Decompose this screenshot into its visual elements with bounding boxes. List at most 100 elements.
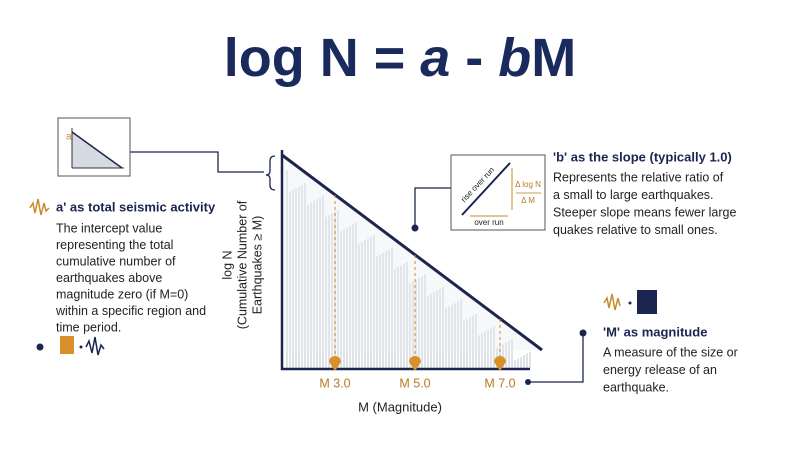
body-line: earthquakes above — [56, 271, 162, 285]
dot — [628, 301, 632, 305]
decor-bar — [493, 326, 495, 368]
decor-bar — [328, 215, 330, 368]
inset-text: Δ M — [521, 196, 535, 205]
decor-bar — [322, 195, 324, 368]
heading: 'b' as the slope (typically 1.0) — [553, 149, 732, 164]
decor-bar — [508, 340, 510, 368]
decor-bar — [370, 236, 372, 368]
decor-bar — [391, 247, 393, 368]
decor-bar — [460, 299, 462, 368]
decor-bar — [469, 317, 471, 368]
decor-bar — [457, 301, 459, 368]
decor-bar — [478, 335, 480, 368]
decor-bar — [526, 353, 528, 368]
body-line: within a specific region and — [55, 304, 206, 318]
y-label-line: (Cumulative Number of — [235, 200, 249, 329]
connector — [414, 187, 451, 228]
body-line: earthquake. — [603, 380, 669, 394]
decor-bar — [304, 183, 306, 368]
decor-bar — [379, 254, 381, 368]
inset-text: over run — [474, 218, 503, 227]
decor-bar — [298, 186, 300, 368]
decor-bar — [286, 170, 288, 368]
markers — [329, 356, 506, 371]
decor-bar — [502, 344, 504, 368]
decor-bar — [337, 209, 339, 368]
body-line: The intercept value — [56, 221, 162, 235]
seismic-icon — [85, 336, 105, 356]
decor-bar — [427, 295, 429, 368]
decor-bar — [475, 314, 477, 368]
body-line: cumulative number of — [56, 254, 176, 268]
decor-bar — [343, 229, 345, 368]
decor-bar — [412, 281, 414, 368]
decor-bar — [394, 268, 396, 368]
decor-bar — [319, 197, 321, 368]
decor-bar — [466, 319, 468, 368]
decor-bar — [316, 199, 318, 368]
decor-bar — [421, 276, 423, 368]
bracket — [265, 155, 276, 191]
decor-bar — [397, 267, 399, 368]
connector — [528, 333, 584, 383]
dot — [36, 343, 44, 351]
decor-bar — [406, 261, 408, 368]
decor-bar — [388, 249, 390, 368]
decor-bar — [364, 240, 366, 368]
decor-bar — [352, 224, 354, 368]
decor-bar — [514, 360, 516, 368]
decor-bar — [463, 320, 465, 368]
title-part: b — [498, 28, 531, 88]
seismic-icon — [603, 293, 621, 311]
y-label-line: Earthquakes ≥ M) — [250, 216, 264, 315]
x-tick-label: M 7.0 — [484, 376, 515, 390]
connector — [130, 151, 264, 173]
decor-bar — [325, 216, 327, 368]
decor-bar — [505, 342, 507, 368]
body-line: representing the total — [56, 238, 173, 252]
background-bars — [286, 170, 531, 368]
body-line: A measure of the size or — [603, 345, 738, 359]
decor-bar — [430, 294, 432, 368]
decor-bar — [433, 292, 435, 368]
title: log N = a - bM — [224, 28, 577, 88]
guides — [334, 195, 501, 362]
inset-box — [450, 154, 546, 231]
title-part: log N = — [224, 28, 421, 88]
body-line: a small to large earthquakes. — [553, 188, 714, 202]
x-tick-label: M 3.0 — [319, 376, 350, 390]
decor-bar — [436, 290, 438, 368]
decor-bar — [400, 265, 402, 368]
decor-bar — [439, 288, 441, 368]
decor-bar — [418, 278, 420, 368]
decor-bar — [358, 243, 360, 368]
decor-bar — [445, 308, 447, 368]
inset-label: a — [66, 132, 72, 143]
decor-bar — [511, 339, 513, 368]
title-part: - — [450, 28, 498, 88]
decor-bar — [415, 279, 417, 368]
decor-bar — [313, 200, 315, 368]
decor-bar — [346, 227, 348, 368]
building-icon — [637, 290, 657, 314]
decor-bar — [382, 252, 384, 368]
decor-bar — [307, 204, 309, 368]
decor-bar — [454, 303, 456, 368]
x-tick-label: M 5.0 — [399, 376, 430, 390]
decor-bar — [301, 184, 303, 368]
dot — [525, 379, 531, 385]
decor-bar — [376, 256, 378, 368]
decor-bar — [487, 330, 489, 368]
decor-bar — [373, 235, 375, 368]
body: A measure of the size or energy release o… — [603, 345, 738, 394]
heading: a' as total seismic activity — [56, 199, 216, 214]
y-label-line: log N — [220, 250, 234, 279]
decor-bar — [292, 190, 294, 368]
decor-bar — [367, 238, 369, 368]
decor-bar — [523, 355, 525, 368]
inset-line — [461, 162, 511, 216]
decor-bar — [331, 213, 333, 368]
decor-bar — [334, 211, 336, 368]
decor-bar — [442, 287, 444, 368]
